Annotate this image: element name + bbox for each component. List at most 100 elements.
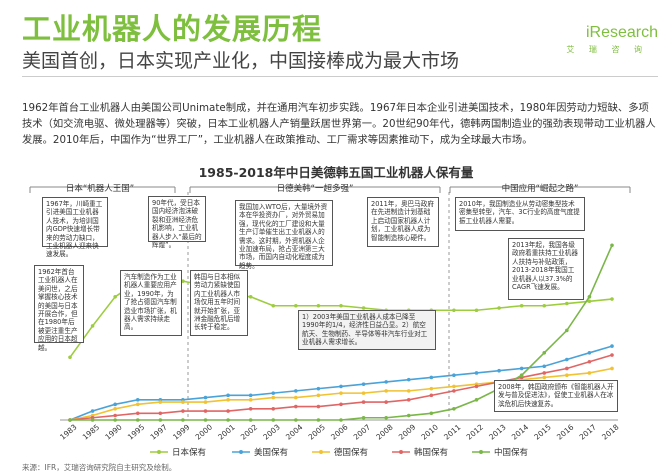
x-tick-label: 2017 <box>578 422 599 441</box>
series-point <box>316 386 321 391</box>
x-tick-label: 2015 <box>532 422 553 441</box>
series-point <box>519 373 524 378</box>
series-point <box>294 404 298 409</box>
series-point <box>203 400 208 404</box>
series-point <box>429 393 434 398</box>
x-tick-label: 2001 <box>216 422 237 441</box>
period-label-multi: 日德美韩“一超多强” <box>277 183 354 194</box>
series-point <box>158 418 163 422</box>
series-point <box>248 393 253 398</box>
x-tick-label: 1997 <box>149 422 170 441</box>
series-point <box>587 359 592 364</box>
x-tick-label: 2009 <box>397 422 418 441</box>
series-point <box>203 409 208 413</box>
series-point <box>452 389 456 393</box>
series-point <box>474 308 479 313</box>
x-axis: 1983 1985 1990 1995 1997 1999 2000 2001 2002 2003… <box>58 419 621 442</box>
series-point <box>610 344 614 348</box>
annotation-obama-2011: 2011年，奥巴马政府在先进制造计划基础上启动国家机器人计划，工业机器人成为智能… <box>367 197 439 247</box>
series-lines <box>68 243 614 422</box>
series-point <box>497 306 501 310</box>
series-point <box>474 371 479 375</box>
series-point <box>406 389 411 393</box>
legend-label: 中国保有 <box>494 447 528 458</box>
series-point <box>90 409 95 413</box>
period-label-china: 中国应用“崛起之路” <box>502 183 579 194</box>
series-point <box>226 393 230 398</box>
source-note: 来源：IFR，艾瑞咨询研究院自主研究及绘制。 <box>22 463 177 472</box>
series-point <box>135 398 140 402</box>
x-tick-label: 2016 <box>555 422 576 441</box>
series-point <box>452 384 456 389</box>
series-point <box>90 324 95 328</box>
period-label-japan: 日本“机器人王国” <box>66 183 134 194</box>
x-tick-label: 2002 <box>239 422 260 441</box>
series-point <box>565 357 569 362</box>
x-tick-label: 1985 <box>81 422 102 441</box>
series-point <box>474 398 479 402</box>
annotation-korea: 韩国与日本相似劳动力紧缺使国内工业机器人市场仅用五年时间就开始扩张，亚洲金融危机… <box>190 270 248 336</box>
header-divider <box>22 76 658 77</box>
annotation-auto-1990: 汽车制造作为工业机器人重要应用产业，1990年，为了抢占德国汽车制造业市场扩张，… <box>120 270 182 336</box>
x-tick-label: 2007 <box>352 422 373 441</box>
series-point <box>135 418 140 422</box>
series-point <box>90 418 95 422</box>
series-point <box>271 395 276 400</box>
x-tick-label: 1983 <box>58 422 79 441</box>
series-point <box>452 407 456 411</box>
series-point <box>565 373 569 378</box>
series-point <box>542 371 547 375</box>
series-point <box>113 407 117 411</box>
series-point <box>474 384 479 389</box>
series-point <box>497 368 501 373</box>
series-point <box>587 351 592 355</box>
series-point <box>158 411 163 416</box>
annotation-us-2003: 1）2003年美国工业机器人成本已降至1990年的1/4，经济性日益凸显。2）航… <box>298 310 436 350</box>
legend-marker <box>239 450 243 454</box>
chart-title: 1985-2018年中日美德韩五国工业机器人保有量 <box>198 165 474 180</box>
series-point <box>294 389 298 393</box>
x-tick-label: 2003 <box>261 422 282 441</box>
series-point <box>271 407 276 411</box>
series-point <box>316 393 321 398</box>
series-point <box>339 384 343 389</box>
x-tick-label: 2006 <box>329 422 350 441</box>
legend-label: 美国保有 <box>254 447 288 458</box>
annotation-japan-1967: 1967年，川崎重工引进美国工业机器人技术，为培训国内GDP快速增长带来的劳动力… <box>42 197 108 258</box>
series-point <box>406 377 411 382</box>
x-tick-label: 2011 <box>442 422 463 441</box>
annotation-us-1962: 1962年首台工业机器人在美问世，之后掌握核心技术的美国与日本开展合作，但在19… <box>34 265 84 352</box>
series-point <box>113 413 117 418</box>
x-tick-label: 2010 <box>420 422 441 441</box>
annotation-japan-90s: 90年代，受日本国内经济泡沫破裂和亚洲经济危机影响，工业机器人步入“最后的辉煌”… <box>148 196 206 249</box>
series-point <box>542 303 547 308</box>
period-brackets: 日本“机器人王国” 日德美韩“一超多强” 中国应用“崛起之路” <box>29 183 631 194</box>
legend-label: 日本保有 <box>172 447 206 458</box>
x-tick-label: 1990 <box>103 422 124 441</box>
series-point <box>316 418 321 422</box>
legend-label: 德国保有 <box>334 447 368 458</box>
series-point <box>339 303 343 308</box>
series-point <box>135 411 140 416</box>
annotation-china-2013: 2013年起，我国各级政府着重扶持工业机器人扶持与补贴政策，2013-2018年… <box>508 238 584 300</box>
series-point <box>361 391 366 395</box>
series-point <box>542 375 547 380</box>
series-point <box>248 407 253 411</box>
series-point <box>610 297 614 301</box>
series-point <box>452 373 456 378</box>
series-point <box>226 398 230 402</box>
series-point <box>429 386 434 391</box>
series-point <box>542 364 547 369</box>
series-point <box>610 353 614 357</box>
series-point <box>565 301 569 306</box>
annotation-china-2010: 2010年，我国制造业从劳动密集型技术密集型转型，汽车、3C行业的高度气度提振工… <box>455 197 585 231</box>
series-point <box>248 418 253 422</box>
series-point <box>361 415 366 420</box>
series-point <box>565 328 569 333</box>
series-point <box>361 306 366 310</box>
series-point <box>113 295 117 299</box>
series-point <box>384 380 388 384</box>
x-tick-label: 2005 <box>307 422 328 441</box>
series-point <box>406 413 411 418</box>
series-point <box>68 418 72 422</box>
